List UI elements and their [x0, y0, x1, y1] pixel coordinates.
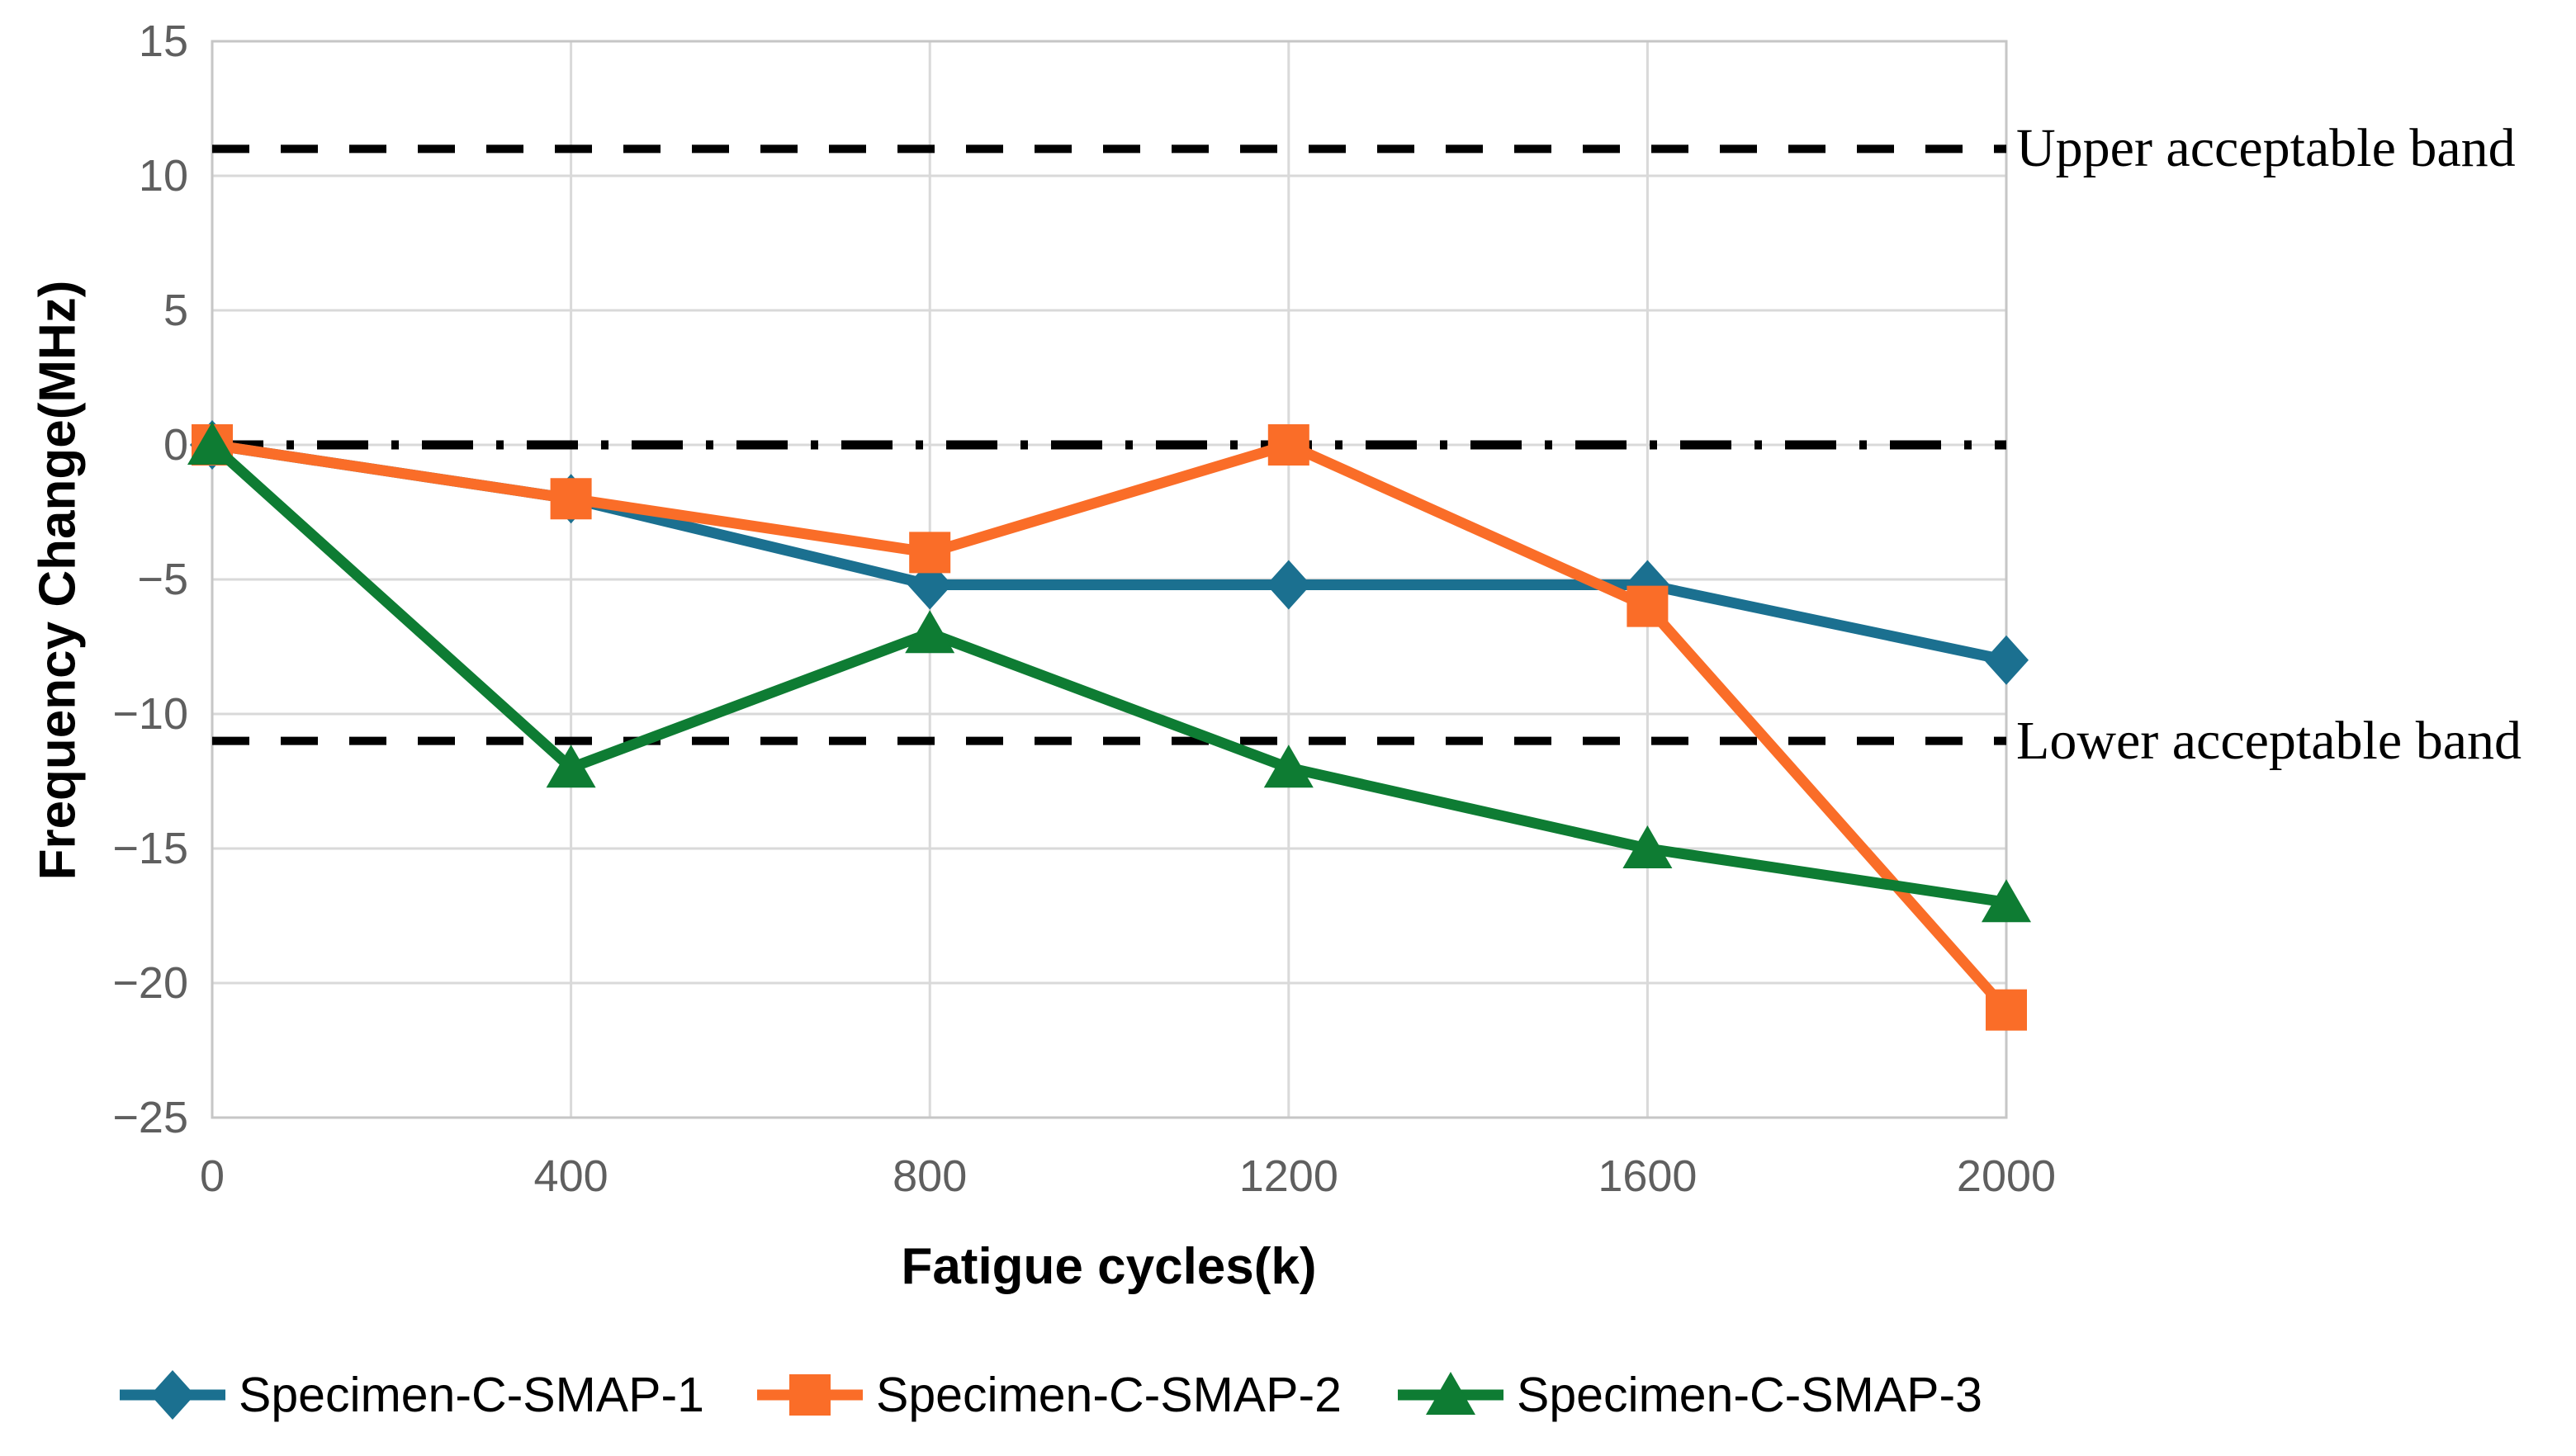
- lower-band-label: Lower acceptable band: [2016, 710, 2522, 771]
- data-point-specimen-c-smap-1: [1266, 560, 1311, 610]
- legend-label: Specimen-C-SMAP-1: [239, 1368, 704, 1422]
- x-tick-label: 2000: [1956, 1151, 2057, 1201]
- series-line-specimen-c-smap-2: [211, 439, 2010, 1014]
- x-tick-label: 800: [893, 1151, 968, 1201]
- y-tick-label: −25: [112, 1093, 188, 1142]
- y-axis-tick-labels: 15 10 5 0 −5 −10 −15 −20 −25: [0, 0, 188, 1456]
- legend-label: Specimen-C-SMAP-3: [1517, 1368, 1982, 1422]
- data-point-specimen-c-smap-3: [187, 422, 237, 465]
- data-point-specimen-c-smap-2: [1627, 585, 1669, 627]
- data-point-specimen-c-smap-3: [1622, 825, 1673, 868]
- data-point-specimen-c-smap-3: [546, 745, 596, 788]
- legend-label: Specimen-C-SMAP-2: [876, 1368, 1342, 1422]
- x-tick-label: 400: [533, 1151, 608, 1201]
- legend-entry-specimen-c-smap-2: Specimen-C-SMAP-2: [757, 1345, 1342, 1444]
- x-tick-label: 1200: [1238, 1151, 1338, 1201]
- data-point-specimen-c-smap-2: [1267, 424, 1309, 466]
- square-legend-marker-icon: [757, 1374, 863, 1416]
- upper-band-label: Upper acceptable band: [2016, 118, 2516, 179]
- series-line-specimen-c-smap-3: [208, 441, 2007, 908]
- y-tick-label: 0: [163, 420, 188, 470]
- y-tick-label: 15: [138, 17, 188, 66]
- y-tick-label: −10: [112, 689, 188, 739]
- legend-entry-specimen-c-smap-1: Specimen-C-SMAP-1: [120, 1345, 704, 1444]
- data-point-specimen-c-smap-3: [1263, 745, 1314, 788]
- data-point-specimen-c-smap-2: [909, 532, 951, 574]
- series-line-specimen-c-smap-1: [211, 439, 2008, 666]
- y-tick-label: 5: [163, 286, 188, 335]
- data-point-specimen-c-smap-3: [1982, 879, 2031, 923]
- plot-border: [211, 40, 2008, 1119]
- diamond-legend-marker-icon: [120, 1370, 225, 1420]
- y-tick-label: −15: [112, 824, 188, 873]
- y-tick-label: −20: [112, 958, 188, 1008]
- data-point-specimen-c-smap-2: [550, 478, 592, 520]
- x-axis-title: Fatigue cycles(k): [901, 1238, 1317, 1295]
- triangle-legend-marker-icon: [1398, 1372, 1503, 1415]
- data-point-specimen-c-smap-2: [1986, 989, 2027, 1031]
- y-tick-label: 10: [138, 151, 188, 201]
- y-tick-label: −5: [137, 555, 188, 604]
- x-tick-label: 1600: [1598, 1151, 1698, 1201]
- y-axis-title: Frequency Change(MHz): [29, 280, 87, 881]
- x-axis-tick-labels: 0 400 800 1200 1600 2000: [0, 1154, 2576, 1212]
- legend-entry-specimen-c-smap-3: Specimen-C-SMAP-3: [1398, 1345, 1982, 1444]
- data-point-specimen-c-smap-3: [905, 610, 955, 654]
- x-tick-label: 0: [199, 1151, 225, 1201]
- data-point-specimen-c-smap-1: [1984, 635, 2029, 685]
